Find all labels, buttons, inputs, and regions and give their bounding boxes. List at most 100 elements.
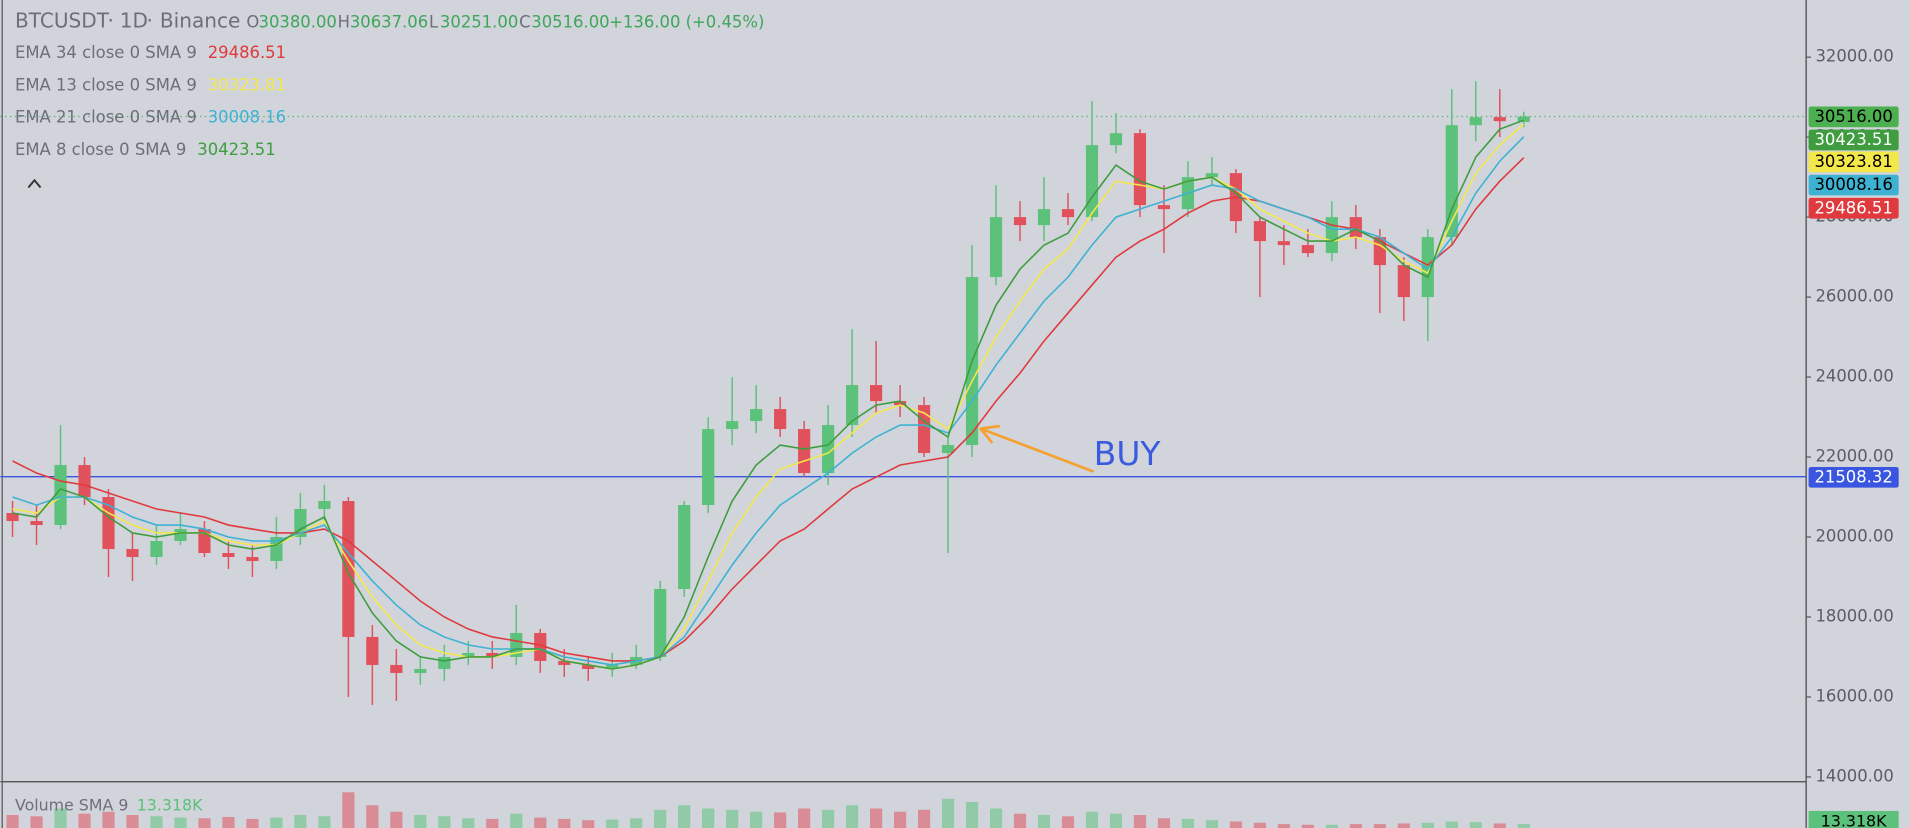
volume-bar: [1133, 815, 1147, 828]
legend-value: 30008.16: [208, 108, 286, 127]
series-price-label-box: [1808, 197, 1899, 219]
candle-body: [941, 445, 955, 454]
candle-body: [510, 632, 523, 657]
y-tick-label: 20000.00: [1815, 527, 1893, 546]
candle-body: [486, 652, 499, 657]
annotation-arrow: [979, 424, 1094, 473]
candle-body: [1469, 117, 1482, 126]
y-tick-label: 18000.00: [1815, 606, 1893, 625]
y-tick-label: 24000.00: [1815, 367, 1893, 386]
high-label: H: [338, 13, 350, 32]
volume-bar: [678, 805, 691, 828]
volume-bar: [846, 805, 859, 828]
candle-body: [606, 664, 619, 669]
volume-bar: [150, 816, 163, 828]
separator: ·: [146, 8, 152, 32]
candle-body: [174, 529, 187, 542]
collapse-caret[interactable]: [27, 178, 42, 189]
volume-bar: [1373, 824, 1386, 828]
low-value: 30251.00: [440, 13, 518, 32]
series-price-label-box: [1808, 151, 1899, 173]
volume-bar: [30, 816, 43, 828]
legend-value: 30423.51: [197, 140, 275, 159]
volume-bar: [1469, 822, 1482, 828]
candle-body: [1277, 241, 1290, 246]
volume-bar: [6, 815, 19, 828]
volume-bar: [750, 811, 763, 828]
volume-bar: [1301, 824, 1314, 828]
volume-bar: [1013, 813, 1027, 828]
volume-bar: [1277, 824, 1290, 828]
candle-body: [318, 501, 331, 510]
legend-name: EMA 34 close 0 SMA 9: [15, 43, 197, 62]
volume-bar: [1205, 820, 1219, 828]
series-price-label-box: [1808, 129, 1899, 151]
volume-bar: [1109, 813, 1123, 828]
volume-bar: [366, 805, 379, 828]
volume-bar: [917, 809, 931, 828]
candle-body: [438, 656, 451, 669]
series-price-label: 30323.81: [1814, 152, 1892, 171]
candle-body: [558, 660, 571, 665]
volume-bar: [174, 817, 187, 828]
candle-body: [150, 541, 163, 558]
candle-body: [1253, 221, 1266, 242]
candle-body: [1301, 245, 1314, 254]
legend-name: EMA 13 close 0 SMA 9: [15, 75, 197, 94]
candle-body: [78, 465, 91, 498]
volume-sma-box: [1808, 810, 1899, 828]
volume-bar: [1397, 823, 1410, 828]
last-price-label: 30516.00: [1814, 107, 1892, 126]
low-label: L: [429, 13, 439, 32]
y-tick-label: 26000.00: [1815, 287, 1893, 306]
volume-bar: [1157, 818, 1171, 828]
volume-bar: [965, 802, 979, 828]
candle-body: [1517, 116, 1530, 122]
legend-name: EMA 21 close 0 SMA 9: [15, 108, 197, 127]
volume-bar: [534, 817, 547, 828]
plot: [0, 81, 1807, 828]
volume-bar: [246, 818, 259, 828]
close-value: 30516.00: [531, 13, 609, 32]
candle-body: [1349, 217, 1362, 238]
volume-bar: [1421, 822, 1434, 828]
candle-body: [342, 501, 355, 637]
candle-body: [893, 401, 907, 406]
y-tick-label: 14000.00: [1815, 766, 1893, 785]
volume-bar: [893, 811, 907, 828]
candle-body: [726, 421, 739, 430]
volume-bar: [989, 808, 1003, 828]
volume-bar: [606, 819, 619, 828]
volume-bar: [1061, 816, 1075, 828]
volume-bar: [630, 818, 643, 828]
candle-body: [126, 549, 139, 558]
volume-bar: [1325, 824, 1338, 828]
volume-bar: [1445, 821, 1458, 828]
series-price-label: 30008.16: [1814, 175, 1892, 194]
volume-name: Volume SMA 9: [15, 796, 128, 815]
volume-bar: [126, 815, 139, 828]
volume-bar: [654, 809, 667, 828]
symbol: BTCUSDT: [15, 8, 110, 32]
volume-bar: [486, 818, 499, 828]
candle-body: [774, 409, 787, 430]
candle-body: [390, 664, 403, 673]
candle-body: [366, 636, 379, 665]
volume-bar: [822, 809, 835, 828]
series-price-label-box: [1808, 174, 1899, 196]
y-tick-label: 32000.00: [1815, 47, 1893, 66]
candle-body: [989, 217, 1003, 278]
candle-body: [582, 664, 595, 669]
volume-bar: [1493, 823, 1506, 828]
volume-bar: [78, 813, 91, 828]
candle-body: [1085, 145, 1099, 218]
volume-bar: [510, 813, 523, 828]
volume-bar: [702, 808, 715, 828]
change: +136.00 (+0.45%): [609, 13, 764, 32]
candle-body: [534, 632, 547, 661]
candle-body: [1205, 173, 1219, 178]
open-value: 30380.00: [259, 13, 337, 32]
volume-bar: [414, 815, 427, 828]
